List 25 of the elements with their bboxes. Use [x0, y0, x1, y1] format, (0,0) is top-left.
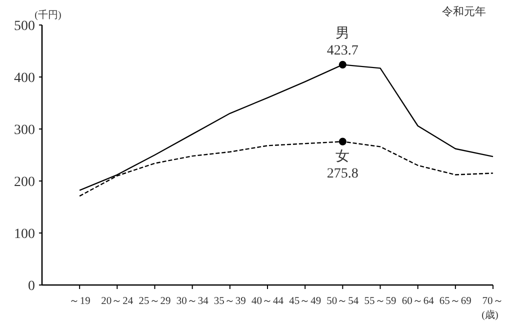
x-tick-label: 20～24 [101, 296, 134, 307]
y-tick-label: 100 [14, 227, 35, 242]
chart-title: 令和元年 [442, 5, 486, 18]
y-tick-label: 200 [14, 175, 35, 190]
series-label: 女 [336, 148, 350, 165]
x-axis-title: (歳) [482, 309, 498, 321]
x-tick-label: 60～64 [402, 296, 435, 307]
x-tick-label: 70～ [482, 296, 504, 307]
series-label: 男 [336, 26, 350, 42]
x-tick-label: 35～39 [214, 296, 246, 307]
x-tick-label: 25～29 [138, 296, 171, 307]
x-tick-label: 65～69 [439, 296, 472, 307]
y-tick-label: 0 [28, 279, 35, 294]
x-tick-label: 30～34 [176, 296, 210, 307]
x-tick-label: 40～44 [252, 296, 284, 307]
x-tick-label: 50～54 [326, 296, 360, 307]
y-axis-title: (千円) [34, 9, 62, 21]
y-tick-label: 400 [14, 71, 35, 86]
y-tick-label: 300 [14, 123, 35, 138]
data-label: 423.7 [326, 44, 358, 59]
x-tick-label: 55～59 [364, 296, 396, 307]
data-label: 275.8 [326, 166, 358, 182]
x-tick-label: ～19 [68, 296, 90, 307]
y-tick-label: 500 [14, 19, 35, 34]
x-tick-label: 45～49 [289, 296, 322, 307]
